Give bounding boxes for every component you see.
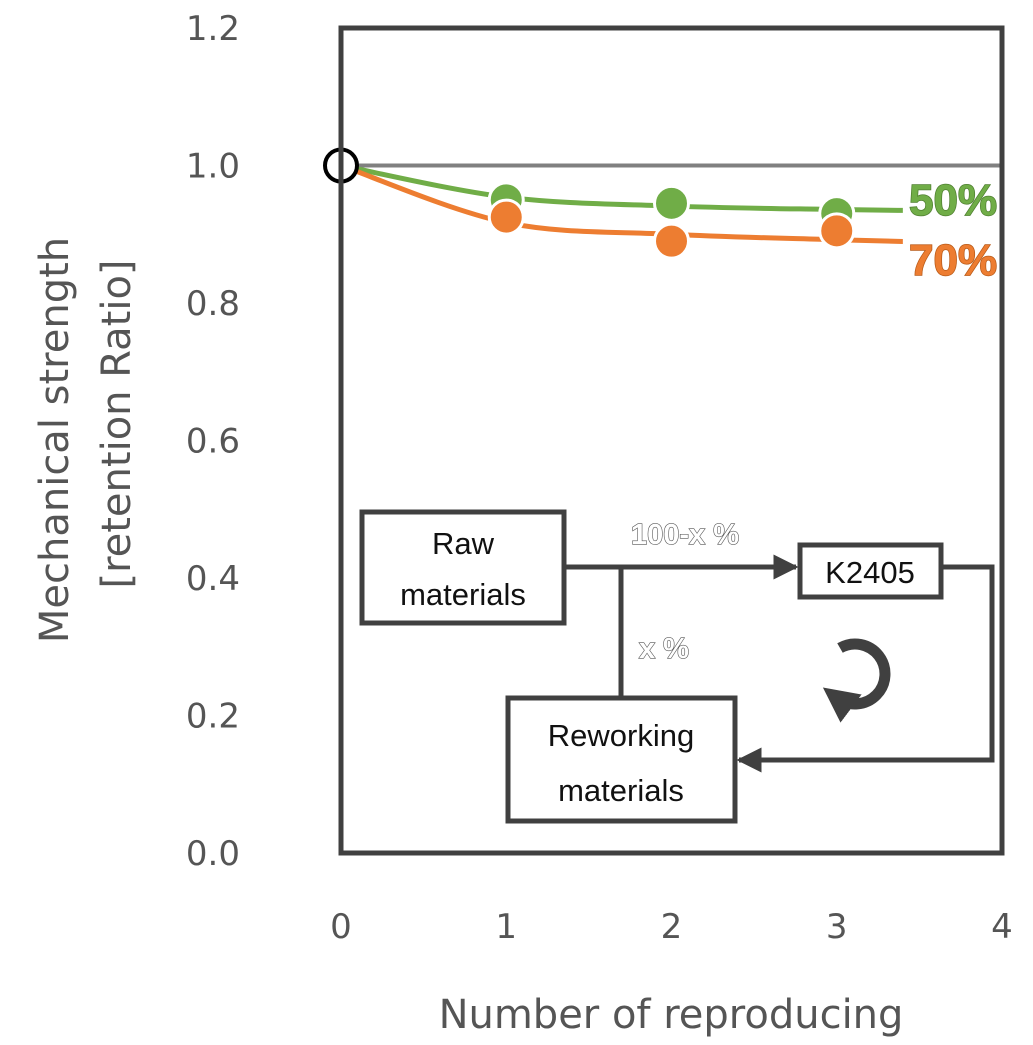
data-point — [487, 198, 525, 236]
reworking-materials-box — [505, 695, 738, 824]
series-label-70: 70% — [909, 236, 997, 285]
series-label-50: 50% — [909, 176, 997, 225]
x-tick-label: 3 — [826, 907, 848, 947]
series-layer — [341, 163, 903, 260]
reworking-label-line2: materials — [558, 773, 684, 808]
data-point — [653, 222, 690, 260]
y-tick-label: 0.0 — [186, 834, 240, 874]
x-axis-ticks: 0 1 2 3 4 — [330, 907, 1013, 947]
raw-materials-box — [359, 509, 567, 626]
x-tick-label: 2 — [661, 907, 683, 947]
product-box — [797, 542, 944, 600]
data-point — [653, 184, 690, 222]
y-tick-label: 0.4 — [186, 559, 240, 599]
plot-frame — [338, 25, 1005, 856]
flow-arrow-return — [736, 564, 995, 773]
raw-materials-label-line1: Raw — [432, 526, 495, 561]
y-tick-label: 0.6 — [186, 422, 240, 462]
reworking-label-line1: Reworking — [548, 718, 694, 753]
y-tick-label: 0.8 — [186, 284, 240, 324]
raw-materials-label-line2: materials — [400, 577, 526, 612]
x-tick-label: 1 — [495, 907, 517, 947]
circular-arrow-icon — [822, 638, 891, 723]
data-point — [818, 212, 856, 250]
y-tick-label: 1.2 — [186, 9, 240, 49]
x-tick-label: 4 — [991, 907, 1013, 947]
y-axis-title: Mechanical strength — [32, 237, 78, 643]
y-axis-ticks: 0.0 0.2 0.4 0.6 0.8 1.0 1.2 — [186, 9, 240, 874]
y-tick-label: 1.0 — [186, 147, 240, 187]
flow-label-rework: x % — [639, 633, 689, 665]
x-axis-title: Number of reproducing — [439, 992, 904, 1038]
flow-label-main: 100-x % — [631, 519, 739, 551]
product-label: K2405 — [825, 555, 915, 590]
process-diagram: Raw materials K2405 Reworking materials … — [359, 509, 995, 824]
y-tick-label: 0.2 — [186, 697, 240, 737]
y-axis-subtitle: [retention Ratio] — [94, 259, 140, 588]
x-tick-label: 0 — [330, 907, 352, 947]
